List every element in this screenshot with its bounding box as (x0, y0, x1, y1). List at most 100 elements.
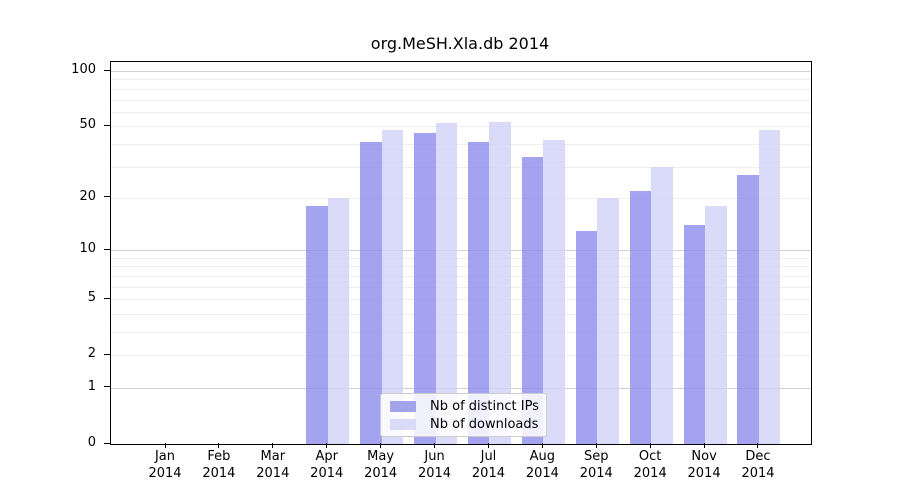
gridline-minor (111, 299, 811, 301)
x-tick-mark (434, 443, 436, 448)
bar-downloads-dec (758, 129, 781, 444)
x-tick-year: 2014 (148, 465, 182, 481)
x-tick-year: 2014 (310, 465, 344, 481)
x-tick-mark (164, 443, 166, 448)
x-tick-month: Jan (154, 449, 176, 464)
x-tick-month: Oct (638, 449, 662, 464)
x-tick-year: 2014 (364, 465, 398, 481)
gridline-minor (111, 275, 811, 277)
x-tick-mark (595, 443, 597, 448)
x-tick-label-dec: Dec 2014 (729, 449, 787, 482)
bar-downloads-sep (597, 198, 619, 444)
y-tick-mark (104, 297, 110, 299)
y-tick-mark (104, 69, 110, 71)
gridline-minor (111, 286, 811, 288)
x-tick-month: Nov (691, 449, 717, 464)
x-tick-month: Jul (480, 449, 497, 464)
x-tick-label-nov: Nov 2014 (675, 449, 733, 482)
x-tick-mark (541, 443, 543, 448)
gridline-minor (111, 126, 811, 128)
x-tick-mark (487, 443, 489, 448)
y-tick-label: 1 (87, 378, 96, 394)
legend-swatch-downloads (390, 418, 416, 430)
gridline-minor (111, 88, 811, 90)
x-tick-month: May (367, 449, 395, 464)
y-tick-label: 5 (87, 290, 96, 306)
plot-area: Nb of distinct IPs Nb of downloads (110, 61, 812, 445)
legend: Nb of distinct IPs Nb of downloads (380, 393, 547, 437)
bar-distinct-ips-aug (521, 156, 544, 444)
bar-downloads-oct (651, 166, 673, 444)
legend-label-distinct-ips: Nb of distinct IPs (430, 398, 539, 414)
gridline-minor (111, 143, 811, 145)
x-tick-month: Aug (529, 449, 556, 464)
x-tick-mark (218, 443, 220, 448)
y-tick-mark (104, 124, 110, 126)
legend-swatch-distinct-ips (390, 400, 416, 412)
x-tick-year: 2014 (417, 465, 452, 481)
legend-label-downloads: Nb of downloads (430, 416, 539, 432)
x-tick-label-feb: Feb 2014 (190, 449, 248, 482)
bar-distinct-ips-jun (414, 132, 436, 444)
x-tick-label-aug: Aug 2014 (513, 449, 571, 482)
bar-distinct-ips-jul (467, 141, 490, 444)
x-tick-label-jul: Jul 2014 (459, 449, 517, 482)
x-tick-year: 2014 (256, 465, 290, 481)
y-tick-label: 100 (71, 62, 96, 78)
x-tick-label-sep: Sep 2014 (567, 449, 625, 482)
x-tick-year: 2014 (525, 465, 559, 481)
x-tick-month: Jun (424, 449, 445, 464)
y-tick-mark (104, 196, 110, 198)
x-tick-month: Feb (207, 449, 231, 464)
y-tick-mark (104, 353, 110, 355)
y-tick-mark (104, 442, 110, 444)
x-tick-year: 2014 (687, 465, 721, 481)
x-tick-label-oct: Oct 2014 (621, 449, 679, 482)
y-tick-label: 20 (79, 188, 96, 204)
x-tick-month: Mar (260, 449, 286, 464)
gridline-minor (111, 166, 811, 168)
x-tick-year: 2014 (471, 465, 505, 481)
x-tick-month: Apr (315, 449, 338, 464)
x-tick-mark (703, 443, 705, 448)
x-tick-mark (649, 443, 651, 448)
x-tick-year: 2014 (741, 465, 775, 481)
gridline-minor (111, 197, 811, 199)
y-tick-label: 50 (79, 117, 96, 133)
bar-distinct-ips-nov (683, 225, 706, 444)
legend-row-distinct-ips: Nb of distinct IPs (390, 398, 539, 414)
bar-downloads-apr (327, 198, 350, 444)
y-tick-label: 10 (79, 241, 96, 257)
x-tick-label-may: May 2014 (352, 449, 410, 482)
x-tick-mark (380, 443, 382, 448)
bar-downloads-may (381, 129, 404, 444)
x-tick-label-apr: Apr 2014 (298, 449, 356, 482)
x-tick-year: 2014 (633, 465, 667, 481)
x-tick-year: 2014 (202, 465, 236, 481)
x-tick-mark (272, 443, 274, 448)
x-tick-mark (757, 443, 759, 448)
chart-title: org.MeSH.Xla.db 2014 (370, 34, 550, 53)
bar-downloads-nov (705, 206, 727, 444)
gridline-minor (111, 266, 811, 268)
gridline-minor (111, 99, 811, 101)
gridline-minor (111, 331, 811, 333)
gridline-major (111, 250, 811, 252)
x-tick-label-jun: Jun 2014 (406, 449, 464, 482)
gridline-minor (111, 257, 811, 259)
gridline-minor (111, 79, 811, 81)
y-tick-label: 2 (87, 346, 96, 362)
bar-downloads-jun (435, 123, 458, 444)
x-tick-month: Sep (584, 449, 609, 464)
gridline-minor (111, 111, 811, 113)
gridline-minor (111, 355, 811, 357)
x-tick-month: Dec (745, 449, 771, 464)
bar-downloads-jul (489, 121, 511, 444)
y-tick-label: 0 (87, 435, 96, 450)
x-tick-year: 2014 (579, 465, 613, 481)
gridline-major (111, 71, 811, 73)
bar-distinct-ips-may (360, 141, 382, 444)
bar-distinct-ips-sep (575, 230, 598, 444)
gridline-minor (111, 313, 811, 315)
